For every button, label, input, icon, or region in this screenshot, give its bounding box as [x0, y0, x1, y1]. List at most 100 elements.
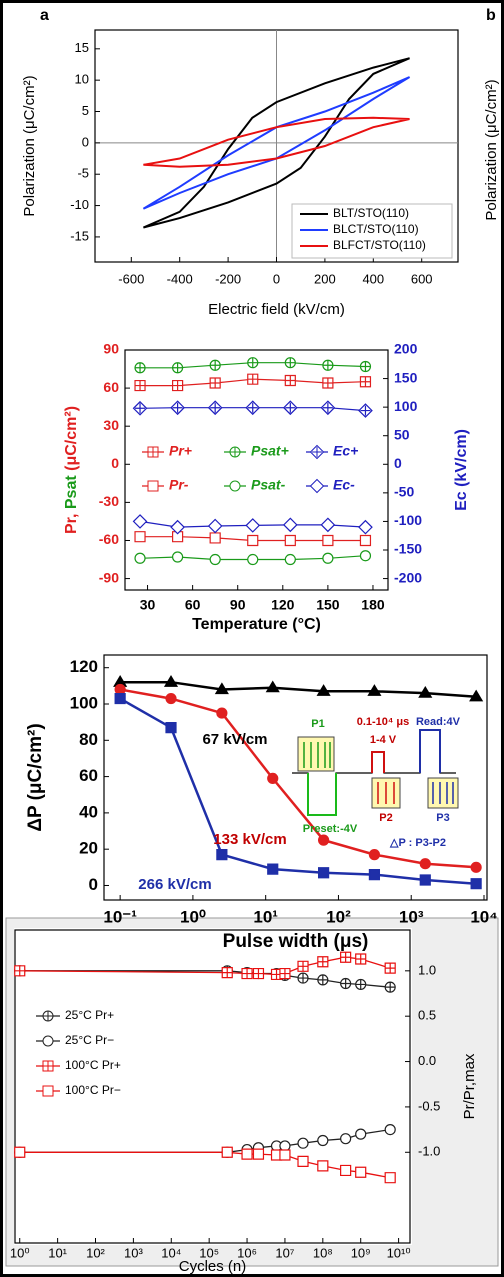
- data-point: [359, 550, 372, 562]
- x-tick-label: 10³: [399, 907, 424, 926]
- x-tick-label: -600: [118, 271, 144, 286]
- legend-label: 25°C Pr+: [65, 1008, 114, 1022]
- legend-marker: [42, 1010, 54, 1022]
- y2-tick-label: 100: [394, 398, 418, 414]
- data-point: [247, 534, 259, 547]
- annotation: P2: [379, 812, 392, 824]
- y-tick-label: 5: [82, 103, 89, 118]
- data-point: [216, 707, 228, 719]
- legend-label: BLCT/STO(110): [333, 222, 419, 236]
- data-point: [221, 967, 233, 979]
- y-tick-label: 30: [103, 417, 119, 433]
- series-line: [119, 688, 477, 869]
- x-tick-label: 150: [316, 597, 340, 613]
- data-point: [469, 689, 484, 702]
- data-point: [282, 517, 298, 533]
- data-point: [317, 1160, 329, 1172]
- data-point: [359, 360, 372, 373]
- data-point: [132, 400, 148, 416]
- data-point: [14, 1146, 26, 1158]
- annotation: 0.1-10⁴ μs: [357, 716, 410, 728]
- data-point: [358, 519, 373, 535]
- data-point: [340, 978, 352, 990]
- data-point: [279, 967, 291, 980]
- x-tick-label: 0: [273, 271, 280, 286]
- y2-axis-label: Ec (kV/cm): [453, 429, 470, 511]
- annotation: 133 kV/cm: [213, 831, 286, 848]
- annotation: 1-4 V: [370, 734, 397, 746]
- data-point: [297, 972, 309, 984]
- legend-label: Psat+: [251, 443, 289, 459]
- panel-label: b: [486, 7, 496, 24]
- legend-label: Pr-: [169, 477, 189, 493]
- data-point: [165, 721, 177, 734]
- data-point: [384, 981, 396, 993]
- data-point: [384, 1124, 396, 1136]
- data-point: [247, 553, 259, 566]
- data-point: [284, 553, 296, 566]
- data-point: [216, 849, 228, 861]
- data-point: [284, 534, 296, 547]
- legend-marker: [147, 446, 159, 458]
- legend-label: Ec-: [333, 477, 355, 493]
- y-tick-label: 100: [70, 693, 98, 712]
- data-point: [297, 1137, 309, 1149]
- y-tick-label: -0.5: [418, 1098, 440, 1113]
- y-axis-label-part: (μC/cm²): [63, 406, 80, 471]
- y-tick-label: 80: [79, 730, 98, 749]
- data-point: [297, 960, 309, 972]
- data-point: [209, 532, 221, 544]
- x-tick-label: 10⁴: [470, 907, 497, 926]
- data-point: [207, 518, 223, 534]
- data-point: [355, 978, 367, 990]
- y-tick-label: 0: [82, 134, 89, 149]
- y-tick-label: 0.0: [418, 1053, 436, 1068]
- data-point: [171, 551, 184, 563]
- y2-tick-label: 50: [394, 426, 410, 442]
- y2-tick-label: 150: [394, 369, 418, 385]
- panel-label: a: [40, 7, 49, 24]
- x-tick-label: 120: [271, 597, 295, 613]
- y-tick-label: 15: [75, 40, 89, 55]
- data-point: [134, 552, 146, 564]
- x-tick-label: -200: [215, 271, 241, 286]
- data-point: [368, 868, 381, 881]
- legend-marker: [147, 480, 159, 492]
- x-tick-label: 10⁰: [10, 1245, 30, 1260]
- data-point: [355, 953, 367, 965]
- data-point: [170, 400, 185, 416]
- annotation: 266 kV/cm: [138, 876, 211, 893]
- data-point: [340, 951, 352, 963]
- x-tick-label: 180: [361, 597, 385, 613]
- legend-label: Psat-: [251, 477, 286, 493]
- y-tick-label: 90: [103, 341, 119, 357]
- pulse-schematic: [292, 729, 459, 816]
- data-point: [163, 675, 179, 687]
- y2-tick-label: 0: [394, 455, 402, 471]
- y-tick-label: 60: [79, 766, 98, 785]
- y2-tick-label: 200: [394, 341, 418, 357]
- x-tick-label: 10⁸: [313, 1245, 333, 1260]
- x-tick-label: 10⁴: [161, 1245, 181, 1260]
- annotation: P3: [436, 812, 449, 824]
- legend-label: BLFCT/STO(110): [333, 238, 426, 252]
- x-axis-label: Cycles (n): [179, 1258, 247, 1275]
- data-point: [14, 965, 26, 977]
- data-point: [317, 867, 330, 879]
- series-line: [142, 76, 411, 210]
- y-tick-label: -60: [99, 531, 119, 547]
- x-tick-label: 10⁹: [351, 1245, 371, 1260]
- data-point: [419, 874, 431, 886]
- data-point: [134, 362, 146, 374]
- data-point: [355, 1166, 367, 1178]
- data-point: [267, 772, 279, 784]
- data-point: [245, 518, 261, 533]
- data-point: [252, 1148, 265, 1160]
- y-tick-label: -10: [70, 197, 89, 212]
- annotation: Read:4V: [416, 716, 461, 728]
- y-axis-label: Polarization (μC/cm²): [21, 75, 38, 216]
- legend-marker: [42, 1035, 54, 1047]
- data-point: [322, 552, 334, 564]
- data-point: [279, 1149, 291, 1161]
